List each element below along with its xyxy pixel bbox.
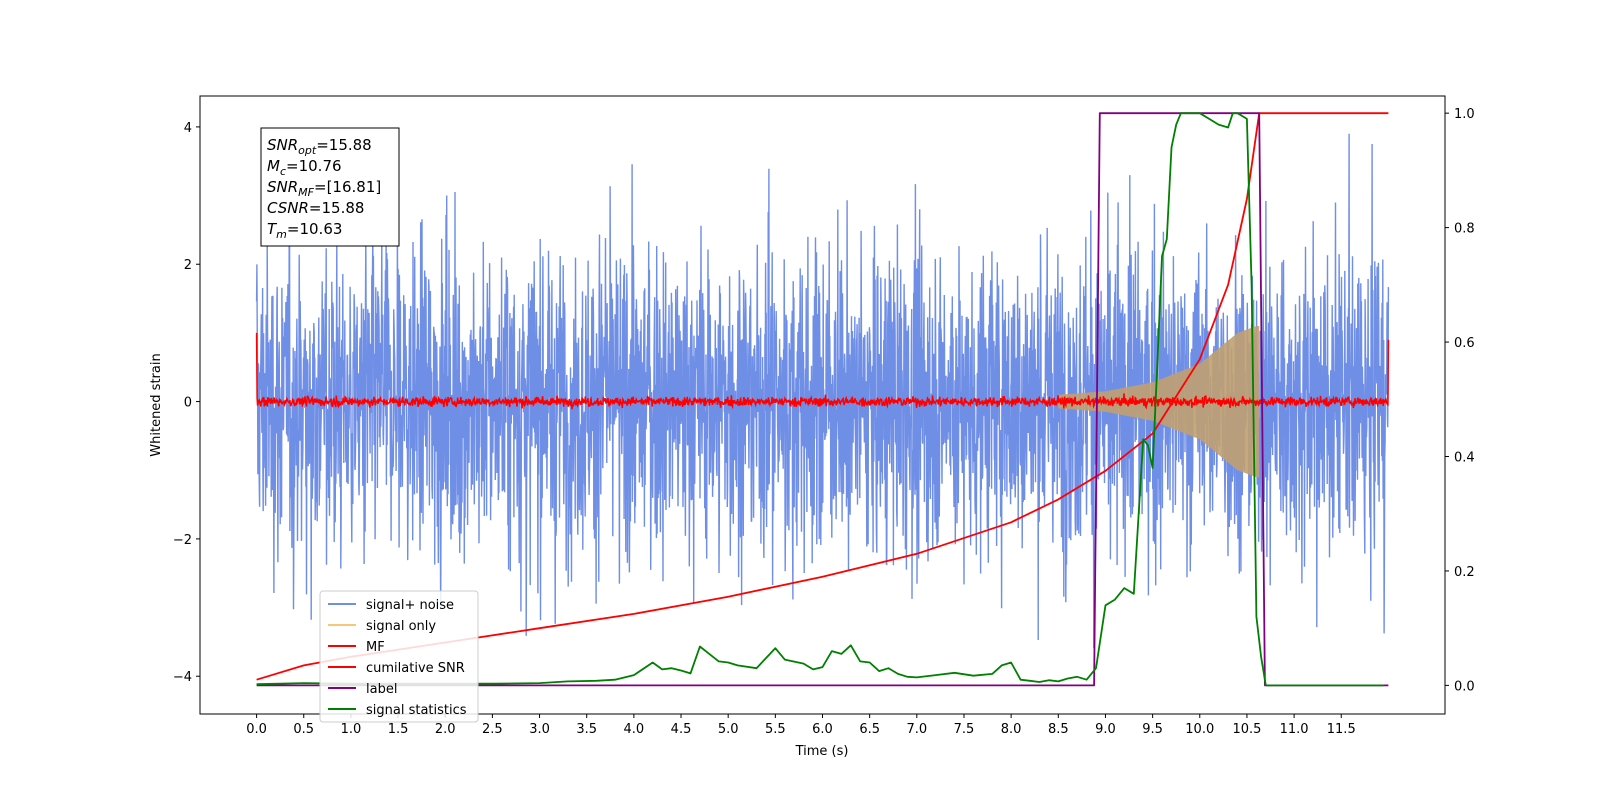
- annotation-line: Tm=10.63: [267, 220, 342, 241]
- y-axis-left-ticks: 4 2 0 −2 −4: [173, 121, 200, 685]
- y-left-tick-label: 2: [184, 258, 192, 273]
- y-right-tick-label: 0.4: [1454, 451, 1475, 466]
- annotation-line: SNRMF=[16.81]: [267, 178, 381, 199]
- annotation-line: SNRopt=15.88: [267, 136, 372, 157]
- x-tick-label: 2.5: [482, 722, 503, 737]
- x-tick-label: 7.0: [906, 722, 927, 737]
- series-signal-statistics: [256, 112, 1384, 687]
- x-tick-label: 5.0: [718, 722, 739, 737]
- y-right-tick-label: 0.0: [1454, 679, 1475, 694]
- series-mf: [255, 332, 1390, 410]
- snr-annotation-box: SNRopt=15.88Mc=10.76SNRMF=[16.81]CSNR=15…: [260, 127, 400, 247]
- x-tick-label: 8.5: [1048, 722, 1069, 737]
- x-tick-label: 4.5: [671, 722, 692, 737]
- y-right-tick-label: 0.6: [1454, 336, 1475, 351]
- x-tick-label: 6.5: [859, 722, 880, 737]
- legend: signal+ noise signal only MF cumilative SNR…: [319, 590, 479, 723]
- y-axis-right-ticks: 1.0 0.8 0.6 0.4 0.2 0.0: [1445, 107, 1475, 694]
- annotation-line: CSNR=15.88: [267, 199, 364, 217]
- x-tick-label: 3.5: [576, 722, 597, 737]
- legend-label: signal+ noise: [366, 598, 454, 613]
- x-axis-ticks: 0.0 0.5 1.0 1.5 2.0 2.5 3.0 3.5 4.0 4.5 5.0 5.5 6.0 6…: [246, 714, 1356, 737]
- x-tick-label: 1.5: [388, 722, 409, 737]
- legend-label: MF: [366, 640, 385, 655]
- x-tick-label: 9.5: [1142, 722, 1163, 737]
- x-tick-label: 6.0: [812, 722, 833, 737]
- y-axis-label: Whitened strain: [149, 353, 164, 456]
- annotation-line: Mc=10.76: [267, 157, 342, 178]
- x-tick-label: 9.0: [1095, 722, 1116, 737]
- y-right-tick-label: 1.0: [1454, 107, 1475, 122]
- series-signal-noise: [255, 133, 1390, 649]
- y-left-tick-label: 0: [184, 396, 192, 411]
- x-tick-label: 4.0: [624, 722, 645, 737]
- legend-label: cumilative SNR: [366, 661, 465, 676]
- x-tick-label: 10.0: [1185, 722, 1214, 737]
- legend-label: signal statistics: [366, 703, 467, 718]
- y-right-tick-label: 0.8: [1454, 222, 1475, 237]
- x-tick-label: 2.0: [435, 722, 456, 737]
- y-left-tick-label: −2: [173, 533, 192, 548]
- x-tick-label: 5.5: [765, 722, 786, 737]
- y-right-tick-label: 0.2: [1454, 565, 1475, 580]
- x-tick-label: 1.0: [341, 722, 362, 737]
- annotation-frame: [260, 127, 400, 247]
- legend-label: label: [366, 682, 397, 697]
- x-tick-label: 11.5: [1327, 722, 1356, 737]
- x-tick-label: 8.0: [1001, 722, 1022, 737]
- x-tick-label: 11.0: [1280, 722, 1309, 737]
- x-tick-label: 0.5: [293, 722, 314, 737]
- legend-frame: [319, 590, 479, 723]
- y-left-tick-label: −4: [173, 670, 192, 685]
- legend-label: signal only: [366, 619, 436, 634]
- x-tick-label: 0.0: [246, 722, 267, 737]
- x-tick-label: 3.0: [529, 722, 550, 737]
- x-axis-label: Time (s): [795, 744, 849, 759]
- x-tick-label: 7.5: [954, 722, 975, 737]
- y-left-tick-label: 4: [184, 121, 192, 136]
- x-tick-label: 10.5: [1232, 722, 1261, 737]
